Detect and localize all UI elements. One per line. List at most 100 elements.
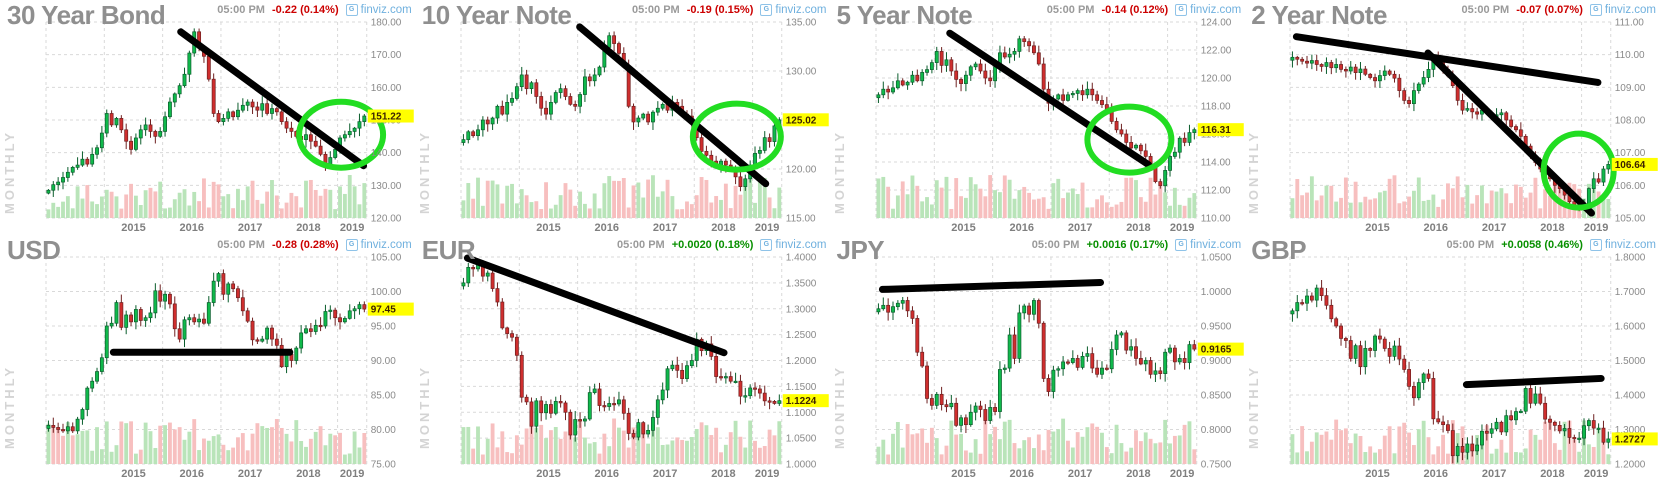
svg-text:130.00: 130.00 (371, 181, 402, 192)
candlestick-chart[interactable]: 111.00 110.00 109.00 108.00 107.00 106.00 105.… (1244, 0, 1659, 235)
finviz-label: finviz.com (1604, 4, 1656, 16)
candlestick-chart[interactable]: 180.00170.00160.00150.00140.00130.00120.… (0, 0, 415, 235)
svg-text:1.2000: 1.2000 (1615, 460, 1646, 471)
svg-text:1.7000: 1.7000 (1615, 287, 1646, 298)
chart-panel-10-year-note: 10 Year Note MONTHLY 05:00 PM -0.19 (0.1… (415, 0, 830, 235)
timeframe-watermark: MONTHLY (1246, 364, 1262, 449)
svg-text:124.00: 124.00 (1200, 18, 1231, 29)
finviz-label: finviz.com (1190, 4, 1242, 16)
chart-panel-5-year-note: 5 Year Note MONTHLY 05:00 PM -0.14 (0.12… (830, 0, 1245, 235)
svg-text:2016: 2016 (594, 222, 618, 234)
svg-text:2016: 2016 (1424, 468, 1448, 480)
finviz-icon: G (345, 4, 358, 16)
svg-text:170.00: 170.00 (371, 50, 402, 61)
timeframe-watermark: MONTHLY (2, 129, 17, 214)
svg-text:2015: 2015 (536, 222, 560, 234)
candlestick-chart[interactable]: 105.00 100.00 95.00 90.00 85.00 80.00 75.00 201… (0, 235, 415, 481)
svg-text:2019: 2019 (1169, 222, 1193, 234)
candlestick-chart[interactable]: 135.00130.00125.00120.00115.002015201620… (415, 0, 830, 235)
finviz-label: finviz.com (775, 239, 827, 251)
svg-text:2018: 2018 (1540, 468, 1564, 480)
svg-text:2018: 2018 (711, 468, 735, 480)
finviz-icon: G (760, 239, 773, 251)
svg-text:120.00: 120.00 (1200, 74, 1231, 85)
finviz-label: finviz.com (775, 4, 827, 16)
chart-title: EUR (421, 235, 476, 265)
svg-text:106.00: 106.00 (1615, 181, 1646, 192)
svg-text:2015: 2015 (536, 468, 560, 480)
timeframe-watermark: MONTHLY (831, 364, 847, 449)
svg-text:110.00: 110.00 (1200, 214, 1230, 225)
candlestick-chart[interactable]: 124.00122.00120.00118.00116.00114.00112.… (830, 0, 1245, 235)
chart-title: 30 Year Bond (7, 0, 166, 30)
chart-panel-30-year-bond: 30 Year Bond MONTHLY 05:00 PM -0.22 (0.1… (0, 0, 415, 235)
svg-text:140.00: 140.00 (371, 148, 402, 159)
svg-text:114.00: 114.00 (1200, 158, 1230, 169)
svg-text:107.00: 107.00 (1615, 148, 1646, 159)
svg-text:1.0500: 1.0500 (1200, 253, 1231, 264)
svg-text:75.00: 75.00 (371, 460, 396, 471)
chart-panel-2-year-note: 2 Year Note MONTHLY 05:00 PM -0.07 (0.07… (1244, 0, 1659, 235)
svg-text:1.2500: 1.2500 (786, 330, 817, 341)
svg-text:2015: 2015 (1365, 222, 1389, 234)
svg-text:2017: 2017 (238, 468, 262, 480)
svg-text:112.00: 112.00 (1200, 186, 1230, 197)
svg-text:1.0500: 1.0500 (786, 434, 817, 445)
svg-text:130.00: 130.00 (786, 67, 817, 78)
candlestick-chart[interactable]: 1.0500 1.0000 0.9500 0.9000 0.8500 0.8000 0.75… (830, 235, 1245, 481)
svg-text:85.00: 85.00 (371, 391, 396, 402)
price-change: -0.19 (0.15%) (686, 4, 754, 16)
svg-text:2018: 2018 (711, 222, 735, 234)
svg-text:116.31: 116.31 (1200, 125, 1230, 136)
svg-text:118.00: 118.00 (1200, 102, 1230, 113)
price-change: +0.0058 (0.46%) (1501, 239, 1583, 251)
svg-text:2016: 2016 (1009, 468, 1033, 480)
timeframe-watermark: MONTHLY (1246, 129, 1262, 214)
svg-text:97.45: 97.45 (371, 305, 396, 316)
svg-text:1.3500: 1.3500 (786, 278, 817, 289)
quote-time: 05:00 PM (617, 239, 665, 251)
svg-text:2018: 2018 (1126, 468, 1150, 480)
price-change: -0.28 (0.28%) (271, 239, 339, 251)
svg-text:1.8000: 1.8000 (1615, 253, 1646, 264)
svg-text:111.00: 111.00 (1615, 18, 1645, 29)
svg-text:2015: 2015 (1365, 468, 1389, 480)
svg-text:120.00: 120.00 (371, 214, 402, 225)
finviz-icon: G (1175, 239, 1188, 251)
svg-text:2018: 2018 (1540, 222, 1564, 234)
finviz-icon: G (1175, 4, 1188, 16)
candlestick-chart[interactable]: 1.8000 1.7000 1.6000 1.5000 1.4000 1.3000 1.20… (1244, 235, 1659, 481)
svg-text:125.02: 125.02 (786, 115, 817, 126)
svg-text:2016: 2016 (594, 468, 618, 480)
svg-text:2016: 2016 (1424, 222, 1448, 234)
svg-text:2019: 2019 (755, 468, 779, 480)
chart-title: 2 Year Note (1251, 0, 1387, 30)
svg-text:1.2000: 1.2000 (786, 356, 817, 367)
svg-text:1.1224: 1.1224 (786, 396, 817, 407)
svg-text:0.8500: 0.8500 (1200, 391, 1231, 402)
svg-text:2017: 2017 (1482, 222, 1506, 234)
candlestick-chart[interactable]: 1.4000 1.3500 1.3000 1.2500 1.2000 1.1500 1.10… (415, 235, 830, 481)
quote-time: 05:00 PM (217, 239, 265, 251)
svg-text:110.00: 110.00 (1615, 50, 1645, 61)
finviz-icon: G (345, 239, 358, 251)
svg-text:160.00: 160.00 (371, 83, 402, 94)
svg-text:2017: 2017 (1067, 222, 1091, 234)
price-change: -0.14 (0.12%) (1101, 4, 1169, 16)
timeframe-watermark: MONTHLY (416, 364, 432, 449)
price-change: -0.22 (0.14%) (271, 4, 339, 16)
quote-time: 05:00 PM (1446, 239, 1495, 251)
finviz-label: finviz.com (360, 239, 412, 251)
